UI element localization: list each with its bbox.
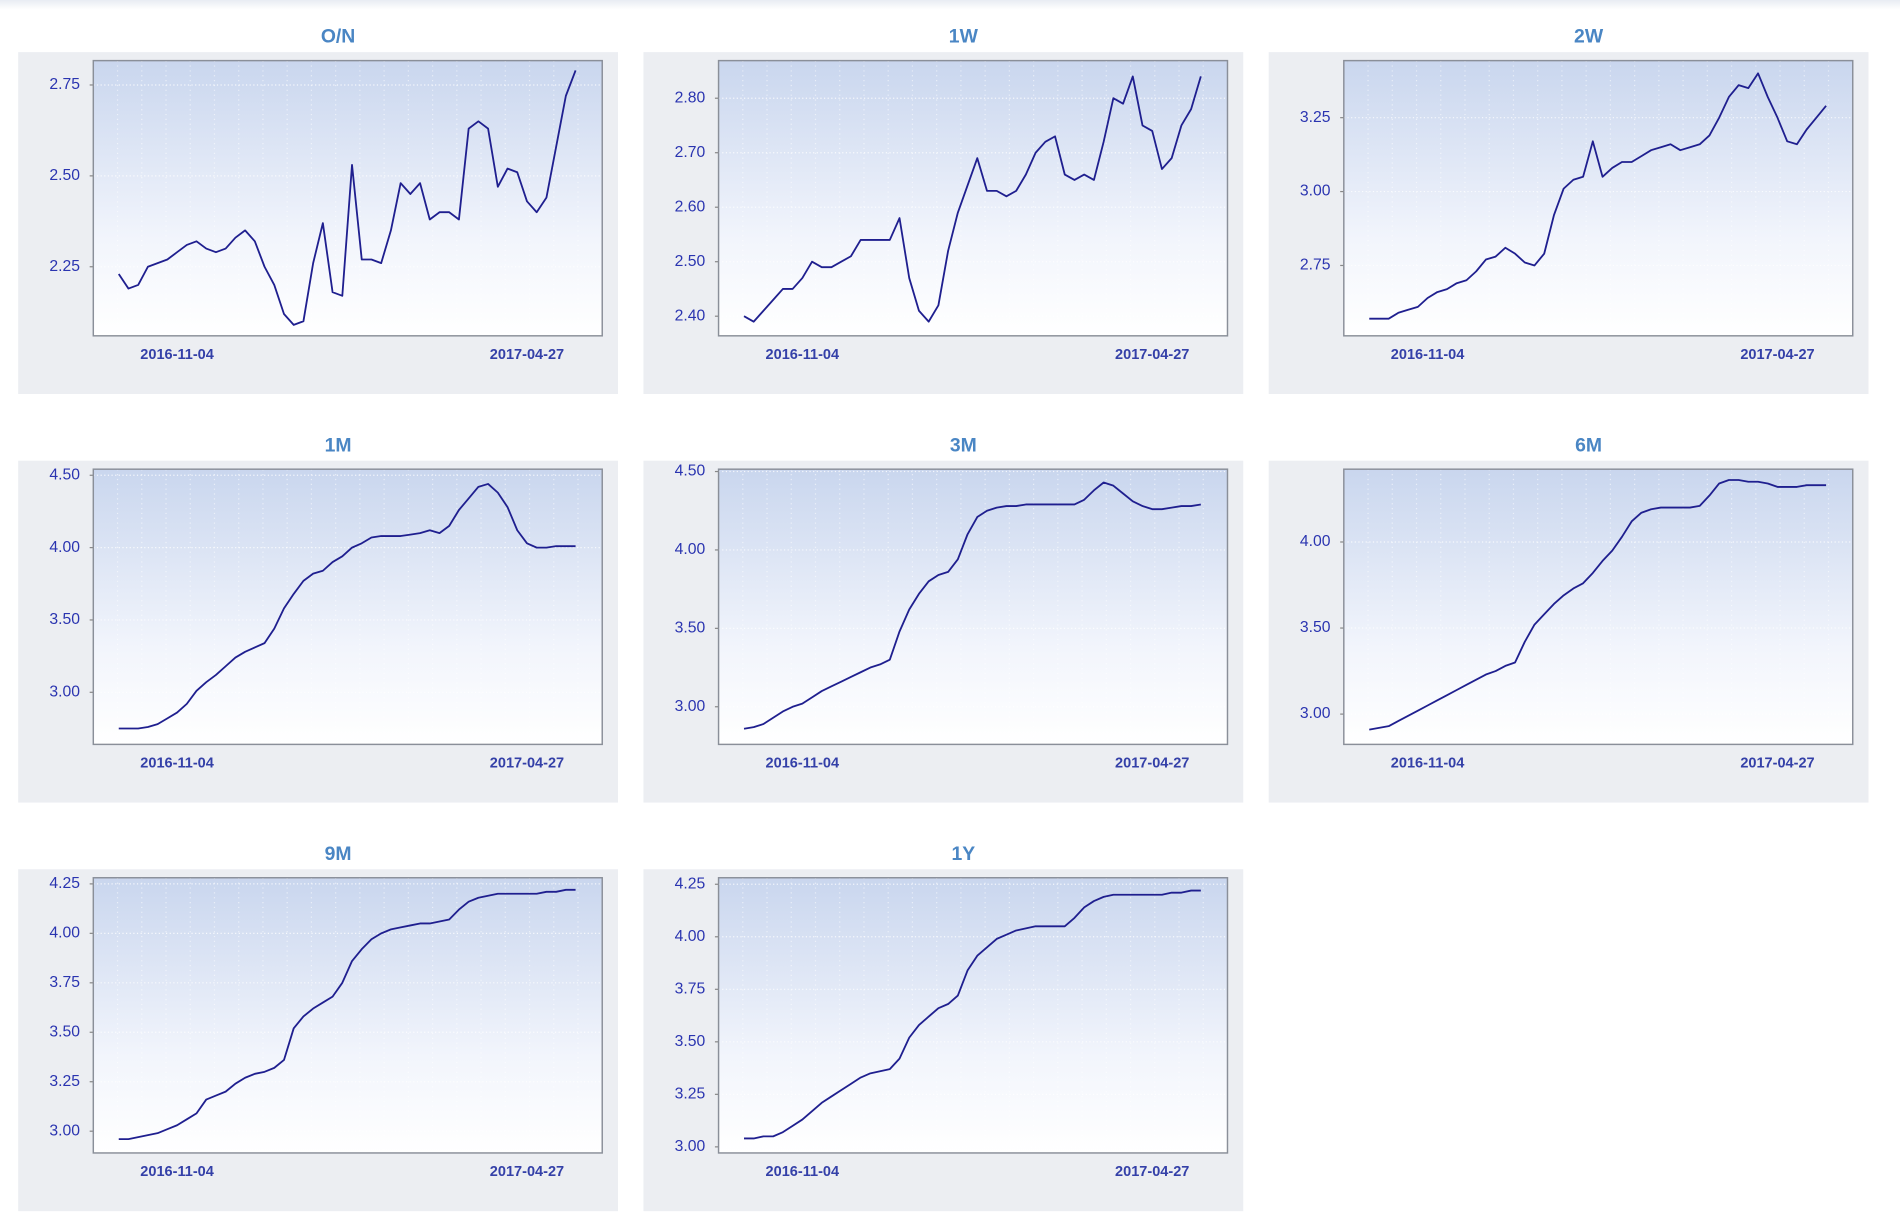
y-tick-label: 3.00 bbox=[675, 698, 706, 715]
series-line bbox=[743, 75, 1202, 323]
y-tick-label: 3.25 bbox=[49, 1073, 80, 1090]
x-tick-label: 2017-04-27 bbox=[1115, 756, 1189, 772]
y-tick-label: 3.00 bbox=[1300, 183, 1331, 200]
series-line bbox=[117, 70, 577, 326]
plot-area bbox=[718, 60, 1228, 336]
chart-title: 9M bbox=[325, 843, 352, 865]
plot-border bbox=[717, 877, 1229, 1154]
plot-border bbox=[717, 59, 1229, 337]
x-tick-label: 2016-11-04 bbox=[140, 1164, 214, 1180]
y-tick-label: 3.00 bbox=[1300, 705, 1331, 722]
plot-border bbox=[92, 877, 603, 1154]
series-line bbox=[118, 888, 576, 1141]
top-shade bbox=[0, 0, 1900, 10]
y-tick-label: 4.00 bbox=[49, 925, 80, 942]
y-tick-label: 3.50 bbox=[1300, 619, 1331, 636]
y-tick-label: 4.50 bbox=[675, 463, 706, 480]
plot-border bbox=[1343, 468, 1854, 746]
x-tick-label: 2016-11-04 bbox=[1391, 347, 1465, 363]
plot-area bbox=[93, 469, 603, 745]
x-tick-label: 2017-04-27 bbox=[490, 756, 564, 772]
series-line bbox=[743, 481, 1201, 730]
y-tick-label: 4.00 bbox=[49, 539, 80, 556]
plot-area bbox=[93, 60, 603, 336]
y-tick-label: 3.50 bbox=[49, 611, 80, 628]
plot-area bbox=[93, 877, 603, 1153]
x-tick-label: 2016-11-04 bbox=[140, 756, 214, 772]
y-tick-label: 4.50 bbox=[49, 466, 80, 483]
series-line bbox=[1369, 72, 1827, 320]
y-tick-label: 3.75 bbox=[49, 974, 80, 991]
x-tick-label: 2017-04-27 bbox=[490, 1164, 564, 1180]
y-tick-label: 3.25 bbox=[1300, 109, 1331, 126]
y-tick-label: 2.50 bbox=[49, 167, 80, 184]
plot-area bbox=[1343, 60, 1853, 336]
y-tick-label: 2.40 bbox=[675, 307, 706, 324]
x-tick-label: 2017-04-27 bbox=[1740, 347, 1814, 363]
y-tick-label: 4.00 bbox=[675, 541, 706, 558]
y-tick-label: 3.50 bbox=[675, 620, 706, 637]
y-tick-label: 2.50 bbox=[675, 253, 706, 270]
chart-title: 2W bbox=[1574, 26, 1604, 48]
y-tick-label: 3.50 bbox=[675, 1033, 706, 1050]
y-tick-label: 2.70 bbox=[675, 144, 706, 161]
y-tick-label: 3.25 bbox=[675, 1085, 706, 1102]
y-tick-label: 4.25 bbox=[49, 875, 80, 892]
x-tick-label: 2016-11-04 bbox=[1391, 756, 1465, 772]
plot-border bbox=[92, 59, 603, 337]
y-tick-label: 3.00 bbox=[49, 1122, 80, 1139]
chart-title: 1M bbox=[325, 434, 352, 456]
chart-title: 6M bbox=[1575, 434, 1602, 456]
y-tick-label: 2.80 bbox=[675, 89, 706, 106]
x-tick-label: 2017-04-27 bbox=[1740, 756, 1814, 772]
y-tick-label: 3.00 bbox=[675, 1138, 706, 1155]
x-tick-label: 2016-11-04 bbox=[766, 347, 840, 363]
y-tick-label: 2.75 bbox=[1300, 257, 1331, 274]
chart-title: 1W bbox=[949, 26, 979, 48]
series-line bbox=[118, 483, 576, 730]
y-tick-label: 4.25 bbox=[675, 875, 706, 892]
x-tick-label: 2017-04-27 bbox=[1115, 347, 1189, 363]
series-line bbox=[1369, 479, 1827, 731]
plot-area bbox=[1343, 469, 1853, 745]
x-tick-label: 2017-04-27 bbox=[1115, 1164, 1189, 1180]
chart-title: 3M bbox=[950, 434, 977, 456]
y-tick-label: 2.60 bbox=[675, 198, 706, 215]
x-tick-label: 2016-11-04 bbox=[140, 347, 214, 363]
plot-border bbox=[717, 468, 1229, 746]
x-tick-label: 2017-04-27 bbox=[490, 347, 564, 363]
chart-title: O/N bbox=[321, 26, 355, 48]
y-tick-label: 3.75 bbox=[675, 980, 706, 997]
chart-title: 1Y bbox=[951, 843, 975, 865]
y-tick-label: 2.25 bbox=[49, 258, 80, 275]
plot-area bbox=[718, 877, 1228, 1153]
plot-area bbox=[718, 469, 1228, 745]
y-tick-label: 3.00 bbox=[49, 683, 80, 700]
y-tick-label: 4.00 bbox=[1300, 533, 1331, 550]
x-tick-label: 2016-11-04 bbox=[766, 1164, 840, 1180]
series-line bbox=[744, 889, 1201, 1140]
plot-border bbox=[1343, 59, 1854, 337]
y-tick-label: 2.75 bbox=[49, 76, 80, 93]
plot-border bbox=[92, 468, 603, 746]
y-tick-label: 4.00 bbox=[675, 928, 706, 945]
x-tick-label: 2016-11-04 bbox=[766, 756, 840, 772]
y-tick-label: 3.50 bbox=[49, 1023, 80, 1040]
